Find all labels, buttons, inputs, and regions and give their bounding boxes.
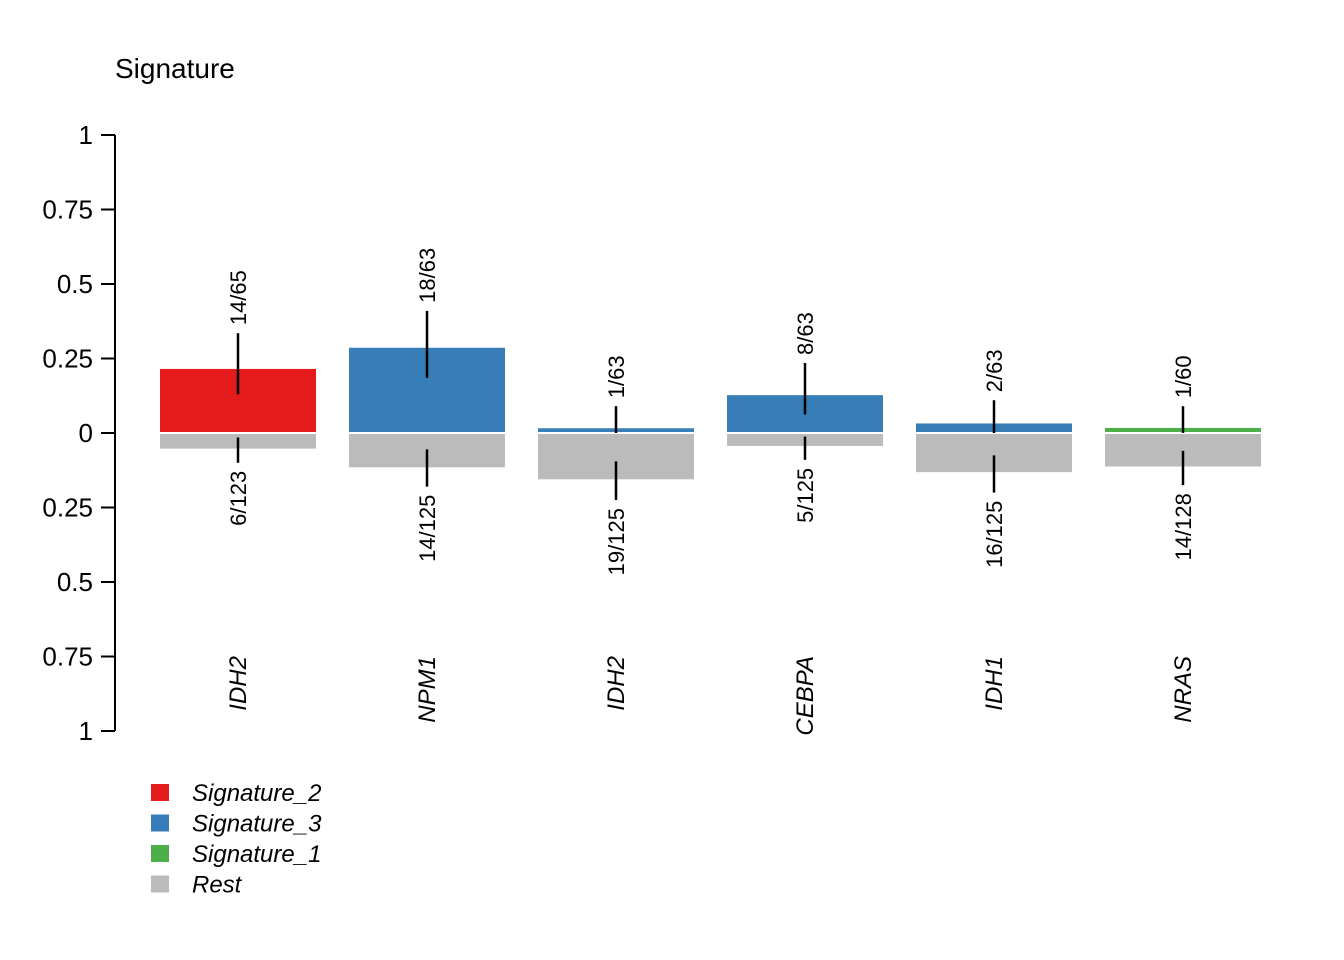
legend-label: Signature_2 bbox=[192, 780, 321, 807]
legend: Signature_2 Signature_3 Signature_1 Rest bbox=[151, 780, 322, 899]
y-tick-label: 0.5 bbox=[57, 567, 93, 597]
gene-label: NRAS bbox=[1170, 656, 1197, 723]
y-tick-label: 1 bbox=[79, 120, 93, 150]
count-label-rest: 16/125 bbox=[982, 501, 1007, 568]
gene-label: NPM1 bbox=[414, 656, 441, 723]
legend-label: Signature_1 bbox=[192, 841, 321, 868]
count-label-rest: 14/125 bbox=[415, 495, 440, 562]
legend-label: Signature_3 bbox=[192, 811, 322, 838]
count-label-rest: 6/123 bbox=[226, 471, 251, 526]
y-tick-label: 0.25 bbox=[42, 344, 93, 374]
gene-label: IDH1 bbox=[981, 656, 1008, 711]
legend-label: Rest bbox=[192, 872, 243, 899]
count-label-rest: 14/128 bbox=[1171, 493, 1196, 560]
y-tick-label: 0 bbox=[79, 418, 93, 448]
count-label-signature: 18/63 bbox=[415, 248, 440, 303]
legend-swatch bbox=[151, 784, 169, 801]
y-tick-label: 0.5 bbox=[57, 269, 93, 299]
bars-group: 14/65 6/123 IDH2 18/63 14/125 NPM1 1/63 19/125 I… bbox=[160, 248, 1261, 736]
count-label-signature: 14/65 bbox=[226, 270, 251, 325]
gene-label: IDH2 bbox=[603, 656, 630, 711]
count-label-rest: 19/125 bbox=[604, 508, 629, 575]
legend-swatch bbox=[151, 814, 169, 832]
y-axis: 1 0.75 0.5 0.25 0 0.25 0.5 0.75 1 bbox=[42, 120, 116, 746]
count-label-signature: 1/63 bbox=[604, 355, 629, 398]
legend-swatch bbox=[151, 875, 169, 893]
gene-label: CEBPA bbox=[792, 656, 819, 736]
gene-label: IDH2 bbox=[225, 656, 252, 711]
count-label-signature: 1/60 bbox=[1171, 355, 1196, 398]
count-label-rest: 5/125 bbox=[793, 468, 818, 523]
legend-swatch bbox=[151, 845, 169, 862]
y-tick-label: 1 bbox=[79, 716, 93, 746]
count-label-signature: 2/63 bbox=[982, 349, 1007, 392]
count-label-signature: 8/63 bbox=[793, 312, 818, 355]
y-tick-label: 0.75 bbox=[42, 195, 93, 225]
y-tick-label: 0.25 bbox=[42, 493, 93, 523]
chart-title: Signature bbox=[115, 53, 235, 84]
y-tick-label: 0.75 bbox=[42, 642, 93, 672]
